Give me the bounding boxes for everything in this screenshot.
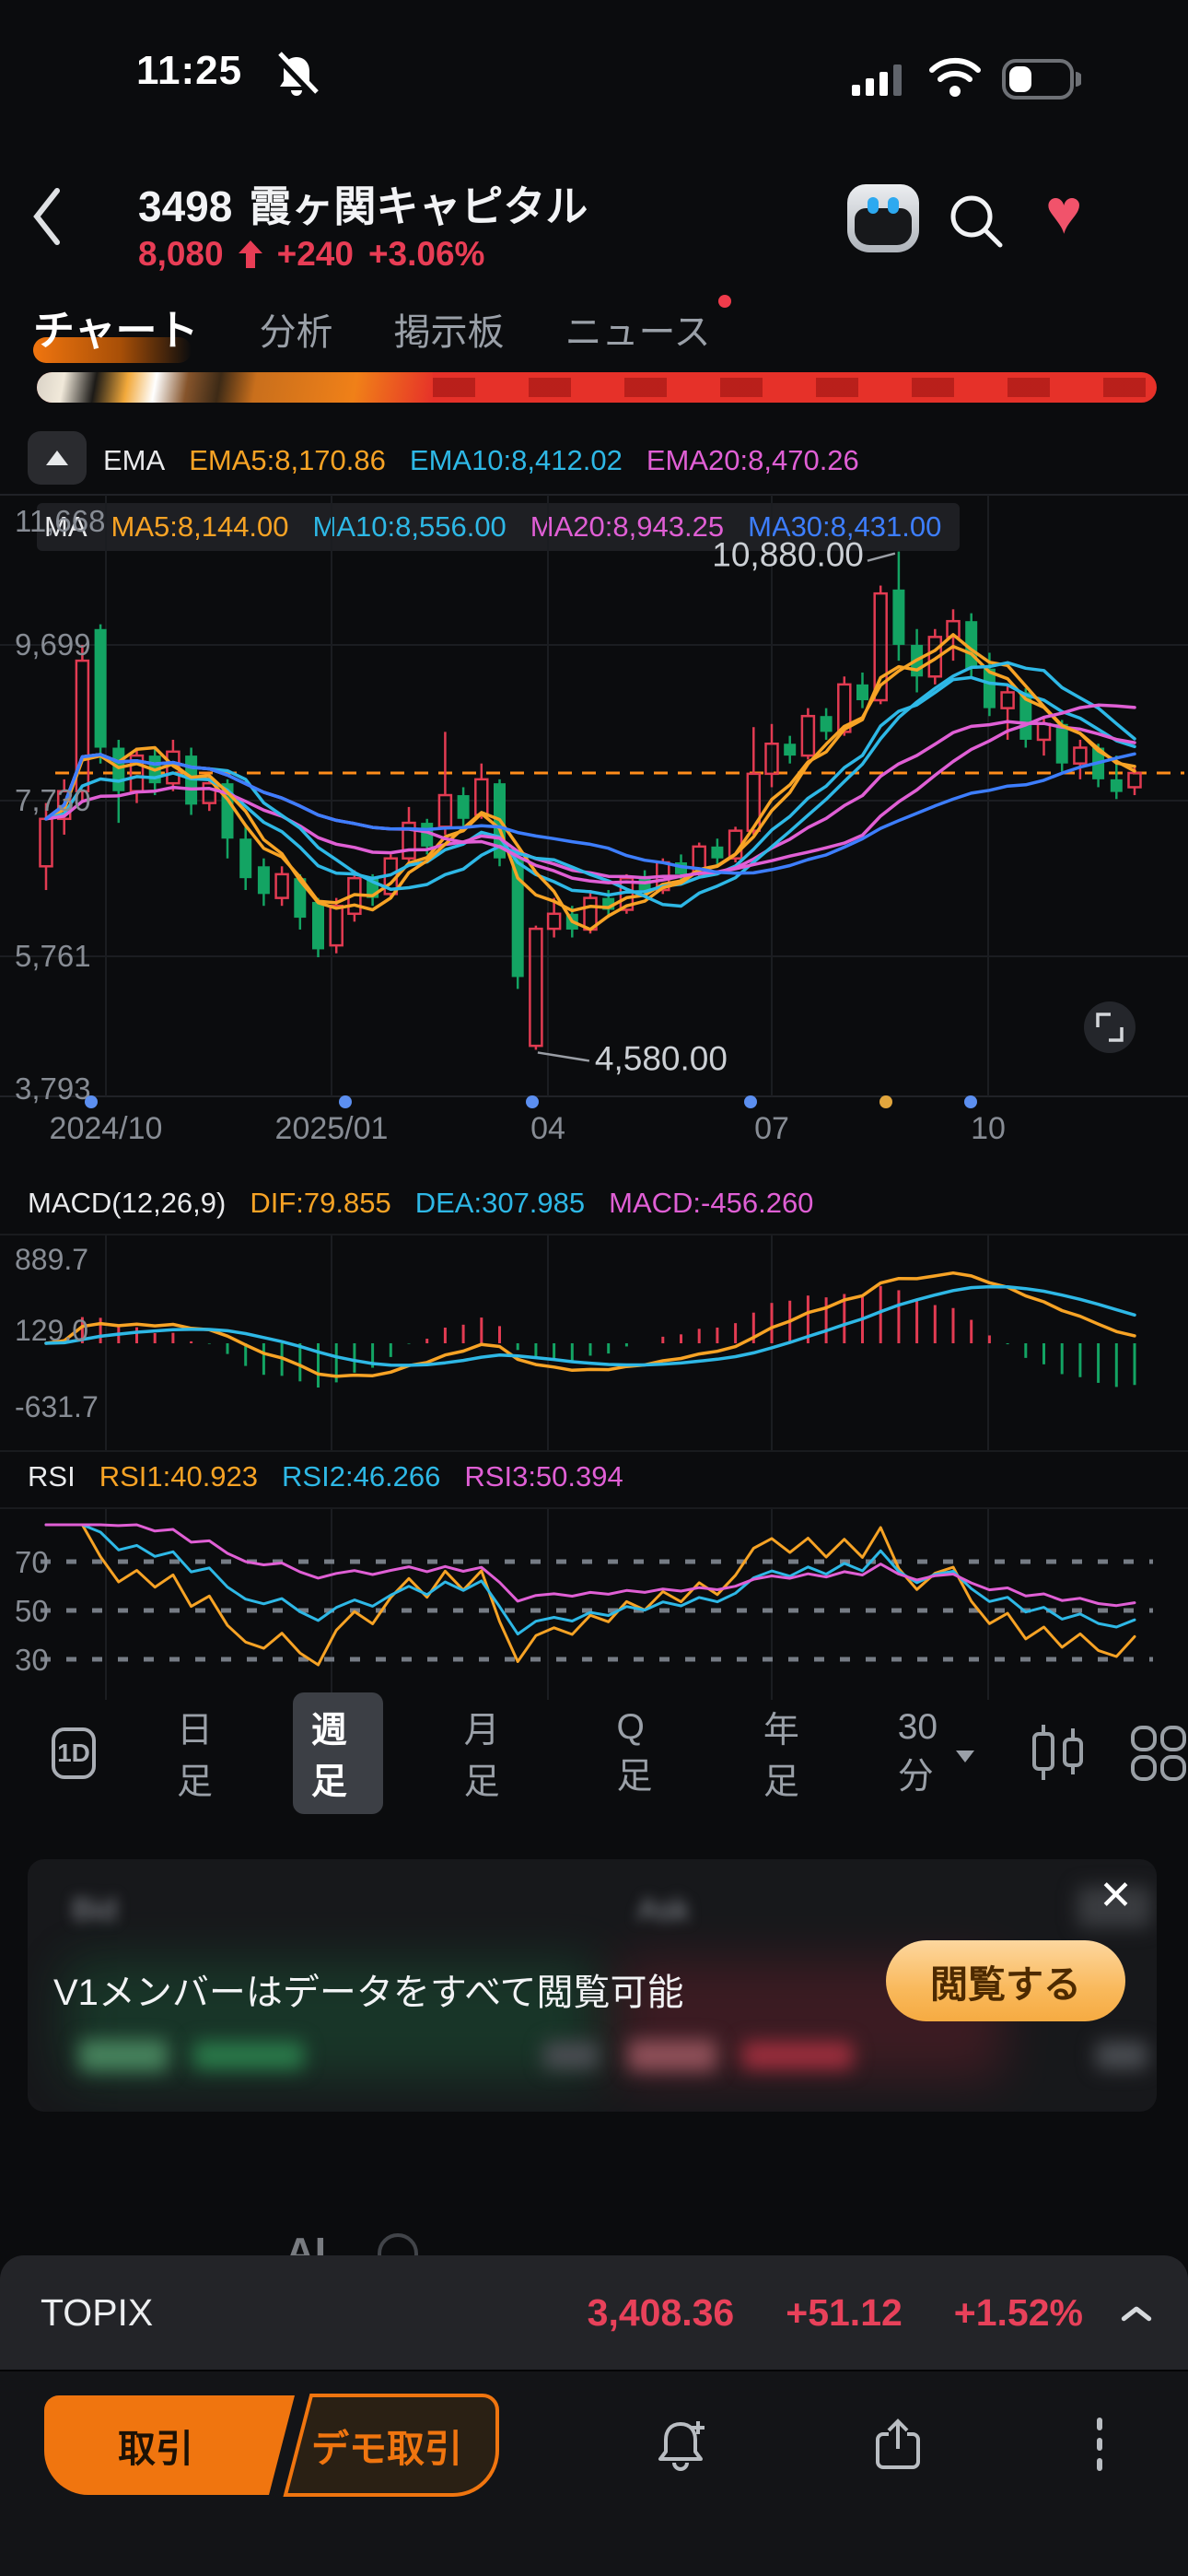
membership-promo-banner: Bid Ask V1メンバーはデータをすべて閲覧可能 閲覧する ✕: [28, 1859, 1157, 2112]
ma-indicator-row[interactable]: MA MA5:8,144.00 MA10:8,556.00 MA20:8,943…: [37, 503, 961, 551]
stock-code: 3498: [138, 182, 233, 230]
index-change: +51.12: [786, 2290, 903, 2334]
wifi-icon: [929, 57, 981, 97]
search-icon[interactable]: [947, 192, 1006, 251]
tab-chart[interactable]: チャート: [33, 307, 199, 354]
timeframe-daily[interactable]: 日足: [177, 1711, 214, 1802]
blurred-area-left: [79, 2040, 168, 2071]
mute-bell-icon: [274, 52, 319, 98]
promo-cta-button[interactable]: 閲覧する: [886, 1940, 1125, 2021]
timeframe-quarterly[interactable]: Q足: [616, 1707, 653, 1797]
active-tab-underline: [33, 337, 192, 363]
svg-text:7,730: 7,730: [15, 783, 91, 817]
current-price: 8,080: [138, 235, 224, 273]
stock-title: 3498 霞ヶ関キャピタル: [138, 173, 588, 234]
timeframe-yearly[interactable]: 年足: [763, 1711, 799, 1802]
svg-text:2024/10: 2024/10: [50, 1111, 163, 1146]
blurred-bid-label: Bid: [72, 1892, 118, 1927]
tab-bar: チャート 分析 掲示板 ニュース: [33, 295, 731, 357]
back-button[interactable]: [28, 175, 83, 258]
index-change-pct: +1.52%: [953, 2290, 1083, 2334]
blurred-ask-label: Ask: [637, 1892, 690, 1927]
price-change-pct: +3.06%: [367, 235, 485, 273]
close-icon[interactable]: ✕: [1099, 1873, 1133, 1918]
svg-text:3,793: 3,793: [15, 1071, 91, 1106]
battery-icon: [1002, 59, 1081, 100]
hidden-ai-section: AI: [276, 2226, 516, 2255]
layout-grid-icon[interactable]: [1129, 1724, 1188, 1783]
blurred-green-value: [193, 2042, 304, 2069]
blurred-area-right: [628, 2040, 716, 2071]
svg-text:10: 10: [971, 1111, 1006, 1146]
signal-strength-icon: [852, 64, 902, 96]
timeframe-1d-icon[interactable]: 1D: [52, 1727, 97, 1779]
share-icon[interactable]: [874, 2418, 927, 2473]
svg-text:07: 07: [754, 1111, 789, 1146]
svg-text:889.7: 889.7: [15, 1243, 88, 1276]
collapse-panel-button[interactable]: [28, 431, 87, 485]
chevron-up-icon[interactable]: [1120, 2304, 1147, 2332]
svg-text:5,761: 5,761: [15, 939, 91, 973]
topix-index-bar[interactable]: TOPIX 3,408.36 +51.12 +1.52%: [0, 2255, 1188, 2370]
tab-news[interactable]: ニュース: [565, 295, 731, 356]
trade-buttons: 取引 デモ取引: [41, 2394, 501, 2497]
svg-text:50: 50: [15, 1594, 49, 1628]
svg-text:9,699: 9,699: [15, 627, 91, 662]
blurred-gray-value: [543, 2042, 599, 2069]
svg-text:30: 30: [15, 1643, 49, 1677]
svg-text:4,580.00: 4,580.00: [595, 1039, 728, 1077]
timeframe-weekly[interactable]: 週足: [292, 1692, 383, 1814]
timeframe-monthly[interactable]: 月足: [463, 1711, 500, 1802]
news-badge: [717, 295, 731, 308]
status-time: 11:25: [136, 48, 243, 93]
price-chart[interactable]: 11,668 9,699 7,730 5,761 3,793 2024/10 2025/01…: [0, 488, 1188, 1704]
svg-text:2025/01: 2025/01: [275, 1111, 389, 1146]
ticker-pattern: [433, 378, 1157, 397]
ticker-art: [37, 372, 433, 403]
svg-text:11,668: 11,668: [15, 504, 105, 538]
triangle-up-icon: [46, 451, 68, 465]
ai-assistant-icon[interactable]: [847, 184, 919, 252]
promo-ticker-strip[interactable]: [37, 372, 1157, 403]
index-value: 3,408.36: [587, 2290, 735, 2334]
rsi-indicator-row[interactable]: RSI RSI1:40.923 RSI2:46.266 RSI3:50.394: [28, 1460, 623, 1493]
tab-analysis[interactable]: 分析: [259, 312, 333, 353]
svg-text:-631.7: -631.7: [15, 1390, 99, 1423]
arrow-up-icon: [238, 240, 262, 268]
chevron-down-icon: [956, 1750, 975, 1762]
price-row: 8,080 +240 +3.06%: [138, 235, 484, 274]
blurred-red-value: [742, 2042, 853, 2069]
blurred-block: [1077, 1887, 1151, 1927]
trade-button[interactable]: 取引: [118, 2428, 193, 2470]
svg-text:04: 04: [530, 1111, 565, 1146]
timeframe-minutes-dropdown[interactable]: 30分: [898, 1707, 975, 1799]
svg-text:129.0: 129.0: [15, 1314, 88, 1347]
promo-message: V1メンバーはデータをすべて閲覧可能: [53, 1973, 684, 2013]
index-name: TOPIX: [41, 2290, 154, 2334]
candlestick-style-icon[interactable]: [1030, 1723, 1089, 1784]
price-alert-bell-icon[interactable]: [654, 2417, 707, 2474]
more-vertical-icon[interactable]: [1094, 2416, 1105, 2475]
svg-text:10,880.00: 10,880.00: [712, 536, 864, 574]
timeframe-bar: 1D 日足 週足 月足 Q足 年足 30分: [0, 1692, 1188, 1814]
blurred-gray-value-2: [1096, 2042, 1147, 2069]
macd-indicator-row[interactable]: MACD(12,26,9) DIF:79.855 DEA:307.985 MAC…: [28, 1187, 814, 1219]
demo-trade-button[interactable]: デモ取引: [311, 2428, 462, 2470]
svg-text:70: 70: [15, 1545, 49, 1579]
price-change: +240: [276, 235, 354, 273]
ai-partial-circle-icon: [378, 2233, 418, 2255]
favorite-heart-icon[interactable]: ♥: [1045, 177, 1083, 247]
stock-name: 霞ヶ関キャピタル: [249, 182, 588, 230]
ai-partial-text: AI: [285, 2230, 326, 2255]
tab-board[interactable]: 掲示板: [393, 312, 505, 353]
ema-indicator-row[interactable]: EMA EMA5:8,170.86 EMA10:8,412.02 EMA20:8…: [103, 444, 859, 476]
bottom-action-bar: 取引 デモ取引: [0, 2370, 1188, 2576]
